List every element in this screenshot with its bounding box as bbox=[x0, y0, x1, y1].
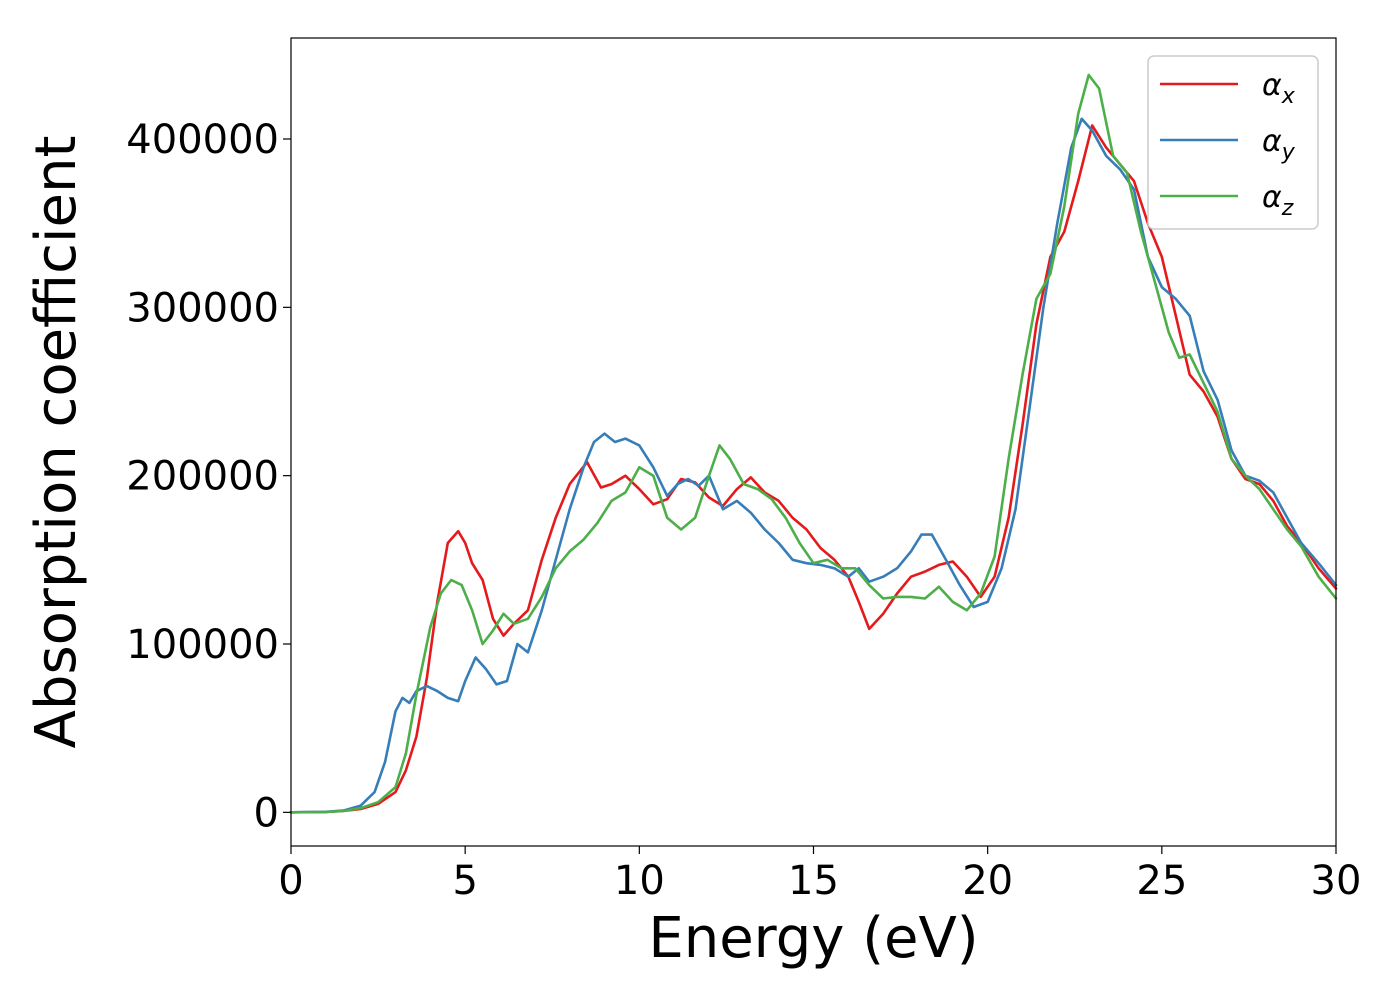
y-tick-label: 400000 bbox=[126, 117, 279, 163]
x-tick-label: 10 bbox=[614, 858, 665, 904]
x-tick-label: 15 bbox=[788, 858, 839, 904]
legend-label-y: αy bbox=[1262, 124, 1296, 165]
x-tick-label: 5 bbox=[452, 858, 477, 904]
series-line-z bbox=[289, 73, 1338, 814]
y-tick-label: 300000 bbox=[126, 285, 279, 331]
y-tick-label: 200000 bbox=[126, 454, 279, 500]
x-tick-label: 0 bbox=[278, 858, 303, 904]
x-axis: 0 5 10 15 20 25 30 bbox=[278, 846, 1361, 904]
legend-label-x: αx bbox=[1262, 68, 1296, 109]
series-layer bbox=[289, 73, 1338, 814]
x-tick-label: 20 bbox=[962, 858, 1013, 904]
x-axis-label: Energy (eV) bbox=[648, 906, 978, 971]
legend-box bbox=[1147, 55, 1319, 230]
x-tick-label: 30 bbox=[1311, 858, 1362, 904]
legend: αx αy αz bbox=[1147, 55, 1319, 230]
y-tick-label: 0 bbox=[254, 790, 279, 836]
series-line-x bbox=[289, 124, 1338, 814]
y-tick-label: 100000 bbox=[126, 622, 279, 668]
x-tick-label: 25 bbox=[1136, 858, 1187, 904]
legend-label-z: αz bbox=[1262, 180, 1294, 221]
y-axis: 0 100000 200000 300000 400000 bbox=[126, 117, 291, 836]
y-axis-label: Absorption coefficient bbox=[24, 136, 89, 749]
series-line-y bbox=[289, 117, 1338, 814]
